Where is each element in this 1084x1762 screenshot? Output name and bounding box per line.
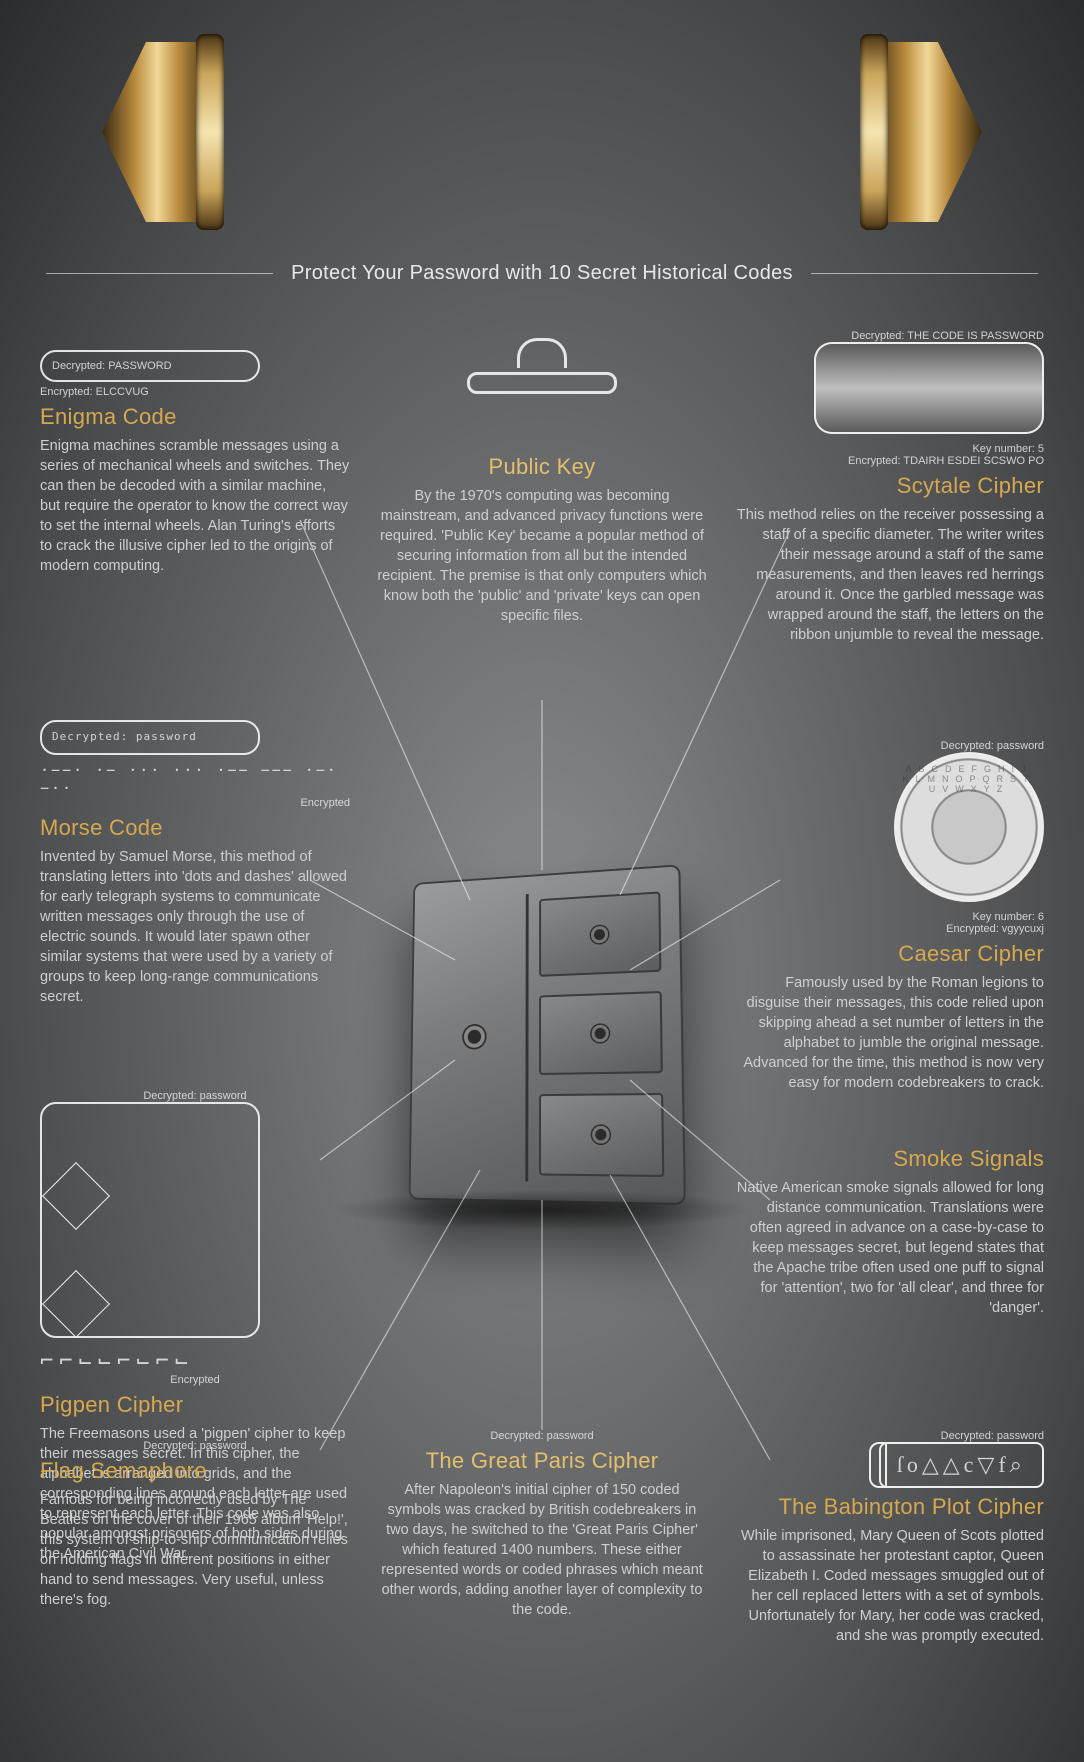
encrypted-label: Encrypted: vgyycuxj <box>734 923 1044 935</box>
decrypted-label: Decrypted: password <box>52 730 248 745</box>
decrypted-label: Decrypted: THE CODE IS PASSWORD <box>734 330 1044 342</box>
decrypted-label: Decrypted: PASSWORD <box>52 360 248 372</box>
decrypted-label: Decrypted: password <box>734 740 1044 752</box>
encrypted-label: Encrypted: ELCCVUG <box>40 386 350 398</box>
entry-body: Invented by Samuel Morse, this method of… <box>40 847 350 1007</box>
entry-caesar: Decrypted: password Key number: 6 Encryp… <box>734 740 1044 1093</box>
morse-encrypted: ·−−· ·− ··· ··· ·−− −−− ·−· −·· <box>40 761 350 797</box>
decrypted-label: Decrypted: password <box>377 1430 707 1442</box>
rule <box>811 273 1038 274</box>
encrypted-label: Encrypted <box>40 1374 350 1386</box>
entry-paris: Decrypted: password The Great Paris Ciph… <box>377 1430 707 1620</box>
entry-body: After Napoleon's initial cipher of 150 c… <box>377 1480 707 1620</box>
encrypted-label: Encrypted <box>40 797 350 809</box>
subtitle-row: Protect Your Password with 10 Secret His… <box>0 262 1084 285</box>
entry-title: Enigma Code <box>40 404 350 430</box>
entry-title: Pigpen Cipher <box>40 1392 350 1418</box>
enigma-panel: Decrypted: PASSWORD <box>40 350 260 382</box>
morse-panel: Decrypted: password <box>40 720 260 755</box>
pigpen-encrypted: ⌐⌐⌙⌙⌐⌙⌐⌙ <box>40 1349 350 1374</box>
cryptex-ring <box>196 34 224 230</box>
entry-title: Caesar Cipher <box>734 941 1044 967</box>
entry-smoke: Smoke Signals Native American smoke sign… <box>734 1140 1044 1318</box>
entry-body: Famously used by the Roman legions to di… <box>734 973 1044 1093</box>
rule <box>46 273 273 274</box>
caesar-wheel <box>894 752 1044 902</box>
entry-morse: Decrypted: password ·−−· ·− ··· ··· ·−− … <box>40 720 350 1007</box>
entry-body: By the 1970's computing was becoming mai… <box>377 486 707 626</box>
entry-title: Public Key <box>377 454 707 480</box>
entry-title: Morse Code <box>40 815 350 841</box>
entry-flag: Decrypted: password Flag Semaphore Famou… <box>40 1440 350 1610</box>
entry-title: Smoke Signals <box>734 1146 1044 1172</box>
babington-scroll: ſo△△c▽f⌕ <box>879 1442 1044 1488</box>
key-label: Key number: 6 <box>734 911 1044 923</box>
entry-body: While imprisoned, Mary Queen of Scots pl… <box>734 1526 1044 1646</box>
entry-body: Native American smoke signals allowed fo… <box>734 1178 1044 1318</box>
decrypted-label: Decrypted: password <box>734 1430 1044 1442</box>
subtitle-text: Protect Your Password with 10 Secret His… <box>291 262 793 285</box>
entry-title: The Great Paris Cipher <box>377 1448 707 1474</box>
entry-body: This method relies on the receiver posse… <box>734 505 1044 645</box>
cryptex-cap-right <box>872 42 982 222</box>
entry-enigma: Decrypted: PASSWORD Encrypted: ELCCVUG E… <box>40 350 350 576</box>
decrypted-label: Decrypted: password <box>40 1090 350 1102</box>
entry-title: Flag Semaphore <box>40 1458 350 1484</box>
entry-body: Famous for being incorrectly used by The… <box>40 1490 350 1610</box>
key-label: Key number: 5 <box>734 443 1044 455</box>
decrypted-label: Decrypted: password <box>40 1440 350 1452</box>
entry-scytale: Decrypted: THE CODE IS PASSWORD Key numb… <box>734 330 1044 645</box>
entry-babington: Decrypted: password ſo△△c▽f⌕ The Babingt… <box>734 1430 1044 1646</box>
cryptex-ring <box>860 34 888 230</box>
encrypted-label: Encrypted: TDAIRH ESDEI SCSWO PO <box>734 455 1044 467</box>
pigpen-panel <box>40 1102 260 1338</box>
entry-title: Scytale Cipher <box>734 473 1044 499</box>
safe-illustration <box>402 870 682 1200</box>
scytale-cylinder <box>814 342 1044 434</box>
safe-shadow <box>332 1190 752 1230</box>
entry-title: The Babington Plot Cipher <box>734 1494 1044 1520</box>
cryptex-barrel <box>224 46 860 220</box>
title-cryptex <box>132 28 952 238</box>
entry-body: Enigma machines scramble messages using … <box>40 436 350 576</box>
entry-publickey: Public Key By the 1970's computing was b… <box>377 448 707 626</box>
keyboard-icon <box>467 338 617 394</box>
